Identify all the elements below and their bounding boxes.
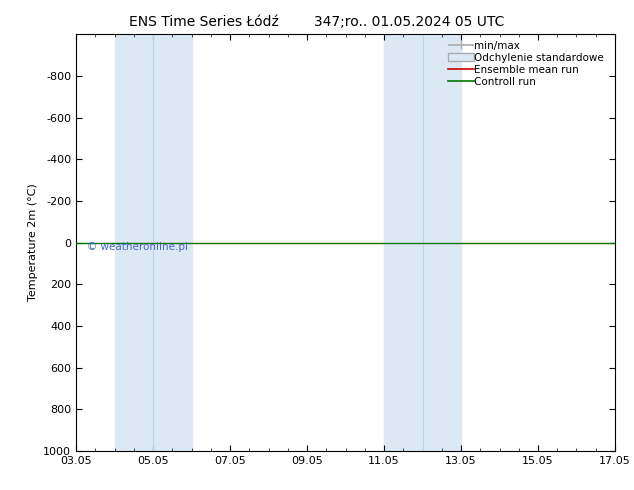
Text: © weatheronline.pl: © weatheronline.pl (87, 242, 188, 252)
Legend: min/max, Odchylenie standardowe, Ensemble mean run, Controll run: min/max, Odchylenie standardowe, Ensembl… (444, 37, 612, 90)
Bar (384, 34, 461, 451)
Bar (115, 34, 191, 451)
Y-axis label: Temperature 2m (°C): Temperature 2m (°C) (28, 184, 37, 301)
Text: ENS Time Series Łódź        347;ro.. 01.05.2024 05 UTC: ENS Time Series Łódź 347;ro.. 01.05.2024… (129, 15, 505, 29)
